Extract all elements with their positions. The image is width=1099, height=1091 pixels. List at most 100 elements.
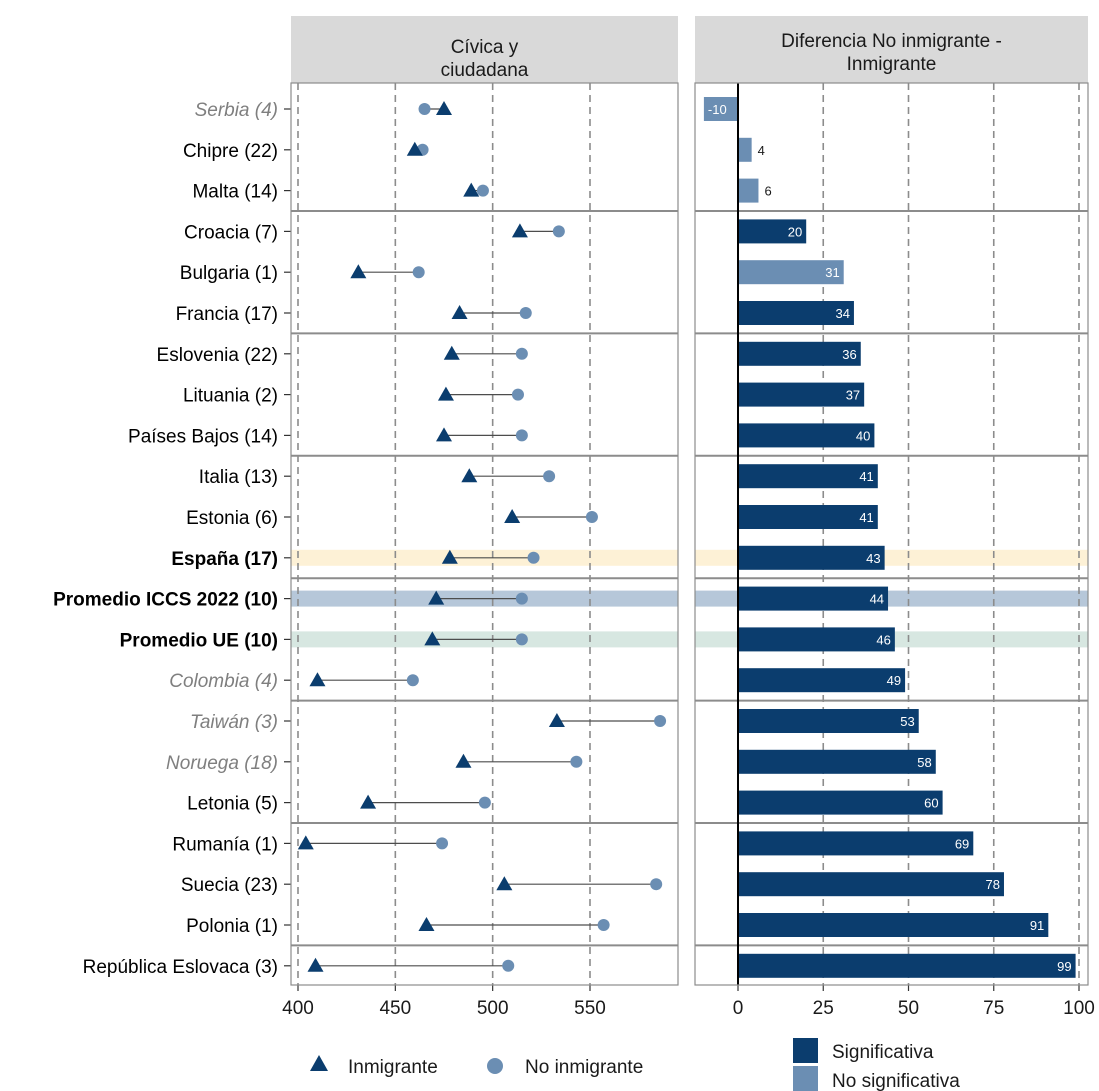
diff-bar <box>738 178 759 203</box>
diff-bar-label: 36 <box>842 347 856 362</box>
point-inmigrante <box>424 631 441 646</box>
point-no-inmigrante <box>515 347 528 360</box>
x-axis-ticks: 400 450 500 550 0 25 50 75 100 <box>282 985 1095 1019</box>
point-inmigrante <box>451 305 468 319</box>
diff-bar-label: 34 <box>835 306 849 321</box>
point-no-inmigrante <box>543 470 556 483</box>
y-label: Rumanía (1) <box>172 834 278 855</box>
y-label: Chipre (22) <box>183 141 278 162</box>
point-no-inmigrante <box>476 184 489 197</box>
diff-bar-label: 20 <box>788 224 802 239</box>
y-label: Estonia (6) <box>186 508 278 529</box>
group-separators <box>291 210 1088 947</box>
diff-bar-label: 49 <box>887 673 901 688</box>
diff-bar-label: 60 <box>924 796 938 811</box>
point-no-inmigrante <box>515 633 528 646</box>
diff-bar-label: 58 <box>917 755 931 770</box>
diff-bar <box>738 464 878 489</box>
diff-bar <box>738 709 919 733</box>
diff-bar <box>738 301 854 325</box>
x-tick-label-left: 500 <box>477 998 509 1019</box>
point-no-inmigrante <box>597 919 610 931</box>
point-inmigrante <box>418 917 435 931</box>
y-label: Promedio ICCS 2022 (10) <box>53 590 278 611</box>
diff-bar-label: 91 <box>1030 918 1044 933</box>
right-strip-title-2: Inmigrante <box>847 54 937 75</box>
point-inmigrante <box>496 876 513 891</box>
point-no-inmigrante <box>654 715 667 727</box>
diff-bar <box>738 382 865 407</box>
y-label: Serbia (4) <box>195 100 278 121</box>
point-inmigrante <box>307 957 324 972</box>
legend-no-inmigrante-marker <box>487 1058 503 1074</box>
y-label: Colombia (4) <box>169 671 278 692</box>
diff-bar <box>738 872 1004 897</box>
point-inmigrante <box>443 345 460 360</box>
legend-no-inmigrante-label: No inmigrante <box>525 1057 643 1078</box>
y-label: Eslovenia (22) <box>157 345 278 366</box>
legend-no-significativa-label: No significativa <box>832 1071 960 1091</box>
diff-bar <box>738 423 875 448</box>
point-inmigrante <box>511 223 528 238</box>
x-tick-label-right: 100 <box>1063 998 1095 1019</box>
point-no-inmigrante <box>436 837 449 850</box>
y-label: España (17) <box>171 549 278 570</box>
gridlines <box>297 83 1080 985</box>
point-no-inmigrante <box>585 511 598 523</box>
point-inmigrante <box>436 427 452 442</box>
diff-bar-label: 41 <box>859 469 873 484</box>
point-inmigrante <box>309 672 326 687</box>
legend-significativa-label: Significativa <box>832 1042 934 1063</box>
x-tick-label-left: 550 <box>574 998 606 1019</box>
left-strip-title-1: Cívica y <box>451 37 519 58</box>
y-label: Noruega (18) <box>166 753 278 774</box>
x-tick-label-left: 450 <box>379 998 411 1019</box>
diff-bar-label: 78 <box>986 877 1000 892</box>
point-no-inmigrante <box>650 878 663 891</box>
point-no-inmigrante <box>406 674 419 687</box>
x-tick-label-right: 0 <box>733 998 744 1019</box>
diff-bar-label: 53 <box>900 714 914 729</box>
point-no-inmigrante <box>552 225 565 238</box>
dumbbell-series <box>297 101 667 972</box>
point-inmigrante <box>360 794 377 809</box>
right-strip <box>695 16 1088 83</box>
diff-bar <box>738 586 889 611</box>
point-inmigrante <box>436 101 452 115</box>
point-inmigrante <box>441 549 458 564</box>
point-no-inmigrante <box>511 388 524 401</box>
point-inmigrante <box>504 509 521 523</box>
diff-bar <box>738 790 943 815</box>
diff-bar-label: 43 <box>866 551 880 566</box>
legend-inmigrante-label: Inmigrante <box>348 1057 438 1078</box>
diff-bar <box>738 505 878 529</box>
diff-bar-label: 31 <box>825 265 839 280</box>
diff-bar <box>738 668 906 693</box>
point-no-inmigrante <box>527 551 540 564</box>
diff-bar <box>738 219 807 244</box>
y-axis-labels: Serbia (4) Chipre (22) Malta (14) Croacia (… <box>53 100 291 978</box>
diff-bar <box>738 545 885 570</box>
legend: Inmigrante No inmigrante Significativa N… <box>310 1038 960 1091</box>
diff-bar <box>738 953 1076 978</box>
diff-bar-label: 99 <box>1057 959 1071 974</box>
y-label: Taiwán (3) <box>190 712 278 733</box>
legend-inmigrante-marker <box>310 1055 328 1071</box>
diff-bar <box>738 341 861 366</box>
diff-bar-label: -10 <box>708 102 727 117</box>
point-inmigrante <box>461 468 478 483</box>
point-no-inmigrante <box>478 796 491 809</box>
y-label: Países Bajos (14) <box>128 426 278 447</box>
diff-bar-label: 6 <box>764 184 771 199</box>
diff-bar-label: 44 <box>870 592 884 607</box>
point-no-inmigrante <box>412 266 425 279</box>
point-no-inmigrante <box>418 103 431 115</box>
diff-bar-label: 41 <box>859 510 873 525</box>
diff-bar-label: 69 <box>955 836 969 851</box>
diff-bar <box>738 831 974 856</box>
diff-bar <box>738 749 936 774</box>
point-inmigrante <box>455 753 472 768</box>
right-strip-title-1: Diferencia No inmigrante - <box>781 31 1002 52</box>
x-tick-label-left: 400 <box>282 998 314 1019</box>
